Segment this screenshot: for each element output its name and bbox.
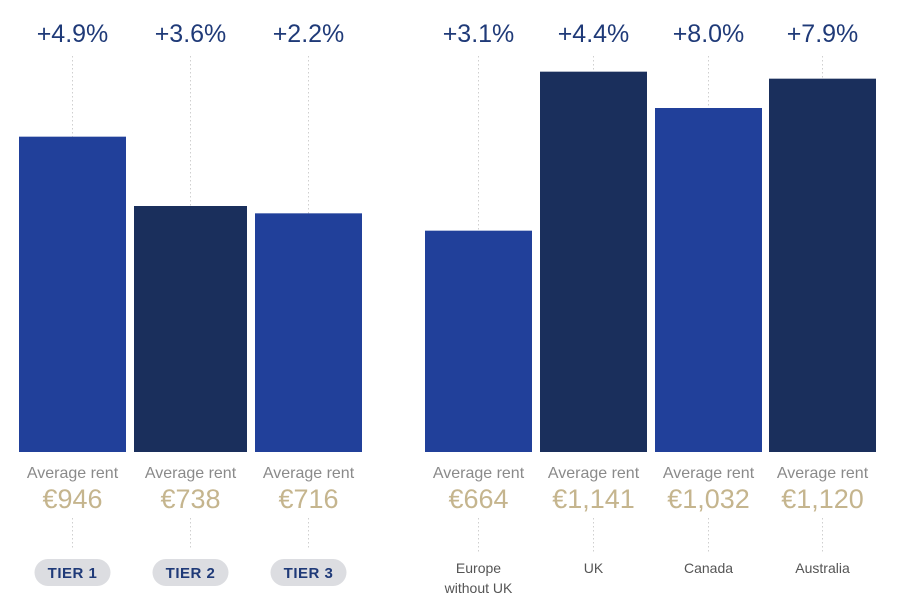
category-label: Australia bbox=[795, 560, 850, 576]
value-label: €1,141 bbox=[552, 484, 635, 514]
chart-group-2: +3.1% Average rent €664 Europe without UK +4.… bbox=[425, 20, 876, 596]
category-label: TIER 1 bbox=[48, 565, 98, 582]
value-label: €1,032 bbox=[667, 484, 750, 514]
tier-pill bbox=[152, 559, 229, 586]
bar-caption: Average rent bbox=[27, 465, 119, 482]
chart-group-1: +4.9% Average rent €946 TIER 1 +3.6% Average … bbox=[19, 20, 362, 586]
bar-caption: Average rent bbox=[777, 465, 869, 482]
bar-caption: Average rent bbox=[548, 465, 640, 482]
bar-caption: Average rent bbox=[433, 465, 525, 482]
bar-caption: Average rent bbox=[145, 465, 237, 482]
value-label: €716 bbox=[278, 484, 338, 514]
change-label: +7.9% bbox=[787, 20, 859, 48]
category-label: TIER 3 bbox=[284, 565, 334, 582]
value-label: €738 bbox=[160, 484, 220, 514]
value-label: €946 bbox=[42, 484, 102, 514]
bar bbox=[769, 78, 876, 453]
bar bbox=[255, 213, 362, 452]
value-label: €664 bbox=[448, 484, 508, 514]
bar-caption: Average rent bbox=[263, 465, 355, 482]
change-label: +3.1% bbox=[443, 20, 515, 48]
bar bbox=[540, 71, 647, 453]
bar bbox=[19, 136, 126, 452]
change-label: +3.6% bbox=[155, 20, 227, 48]
category-label: Canada bbox=[684, 560, 733, 576]
value-label: €1,120 bbox=[781, 484, 864, 514]
change-label: +4.9% bbox=[37, 20, 109, 48]
change-label: +8.0% bbox=[673, 20, 745, 48]
category-label: UK bbox=[584, 560, 604, 576]
tier-pill bbox=[270, 559, 347, 586]
category-label: Europe without UK bbox=[444, 560, 513, 596]
bar bbox=[425, 230, 532, 452]
bar bbox=[134, 206, 247, 452]
change-label: +2.2% bbox=[273, 20, 345, 48]
bar-caption: Average rent bbox=[663, 465, 755, 482]
bar bbox=[655, 108, 762, 452]
tier-pill bbox=[34, 559, 111, 586]
category-label: TIER 2 bbox=[166, 565, 216, 582]
change-label: +4.4% bbox=[558, 20, 630, 48]
